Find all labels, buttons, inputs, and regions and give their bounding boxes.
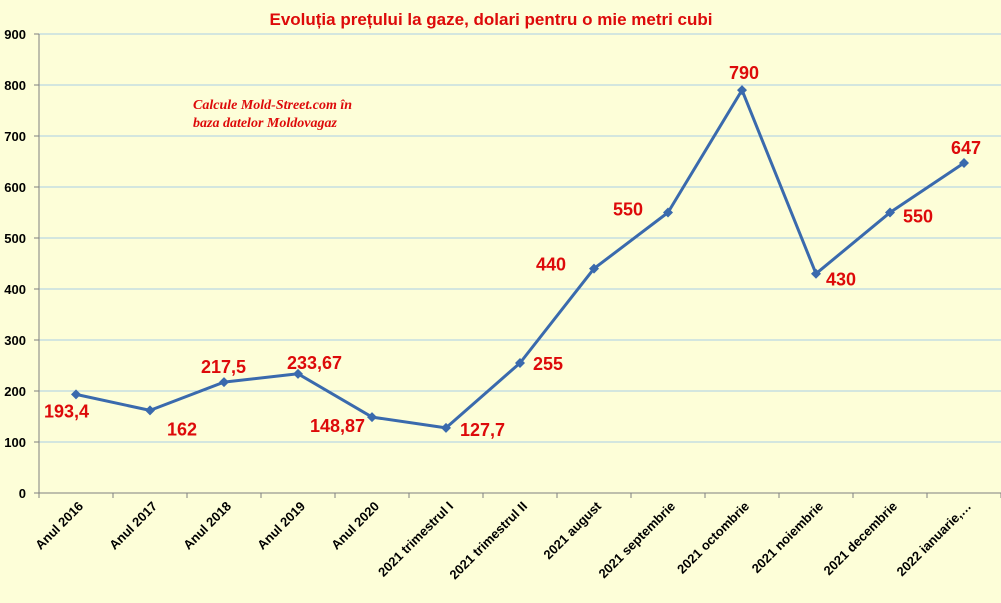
y-tick-label: 700 (4, 129, 26, 144)
data-point (959, 158, 969, 169)
data-label: 550 (613, 200, 643, 220)
x-tick-label: Anul 2017 (106, 499, 160, 553)
annotation-note: baza datelor Moldovagaz (193, 116, 337, 131)
data-point (441, 422, 451, 433)
y-tick-label: 400 (4, 282, 26, 297)
data-label: 233,67 (287, 353, 342, 373)
data-point (367, 412, 377, 423)
data-label: 217,5 (201, 357, 246, 377)
data-point (219, 377, 229, 388)
data-label: 193,4 (44, 401, 89, 421)
y-tick-label: 600 (4, 180, 26, 195)
y-tick-label: 500 (4, 231, 26, 246)
y-tick-label: 300 (4, 333, 26, 348)
data-point (589, 263, 599, 274)
data-label: 430 (826, 270, 856, 290)
data-point (515, 357, 525, 368)
data-label: 647 (951, 138, 981, 158)
x-tick-label: 2021 trimestrul I (375, 499, 456, 580)
x-tick-label: 2021 noiembrie (749, 499, 827, 577)
x-tick-label: 2021 trimestrul II (446, 499, 530, 583)
x-tick-label: Anul 2020 (328, 499, 382, 553)
data-point (293, 368, 303, 379)
x-tick-label: 2021 august (540, 498, 604, 562)
series-line (75, 88, 965, 430)
data-point (663, 207, 673, 218)
x-tick-label: 2021 septembrie (595, 499, 678, 582)
x-tick-label: 2021 octombrie (674, 499, 752, 577)
y-tick-label: 0 (19, 486, 26, 501)
x-tick-label: Anul 2016 (32, 499, 86, 553)
data-label: 790 (729, 63, 759, 83)
y-tick-label: 800 (4, 78, 26, 93)
annotation-note: Calcule Mold-Street.com în (193, 98, 352, 113)
data-label: 550 (903, 207, 933, 227)
y-tick-label: 200 (4, 384, 26, 399)
data-point (811, 268, 821, 279)
x-tick-label: Anul 2019 (254, 499, 308, 553)
data-label: 162 (167, 419, 197, 439)
data-point (885, 207, 895, 218)
data-point (71, 389, 81, 400)
data-label: 148,87 (310, 416, 365, 436)
data-label: 255 (533, 354, 563, 374)
x-tick-label: Anul 2018 (180, 499, 234, 553)
data-point (145, 405, 155, 416)
y-tick-label: 900 (4, 27, 26, 42)
data-point (737, 85, 747, 96)
data-label: 440 (536, 255, 566, 275)
y-tick-label: 100 (4, 435, 26, 450)
data-label: 127,7 (460, 420, 505, 440)
x-tick-label: 2022 ianuarie,… (894, 499, 975, 580)
chart-title: Evoluția prețului la gaze, dolari pentru… (269, 10, 712, 29)
x-tick-label: 2021 decembrie (821, 499, 901, 579)
